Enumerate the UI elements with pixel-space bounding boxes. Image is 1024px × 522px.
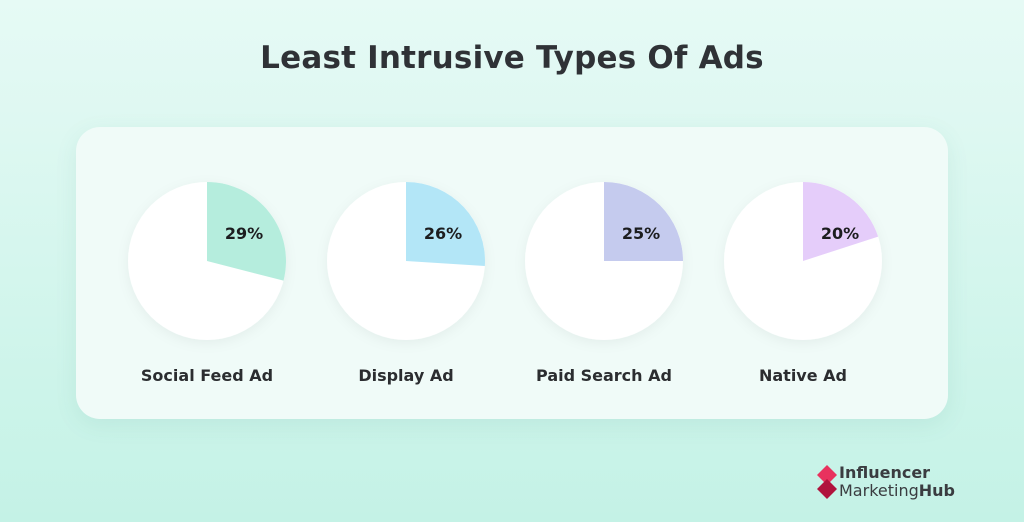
pie-slice-display-ad	[406, 182, 485, 266]
pie-paid-search-ad: 25% Paid Search Ad	[525, 182, 683, 385]
pie-slice-social-feed-ad	[207, 182, 287, 281]
influencer-marketing-hub-logo: Influencer MarketingHub	[817, 463, 987, 503]
logo-text-hub: Hub	[918, 481, 955, 500]
category-label-paid-search-ad: Paid Search Ad	[536, 366, 672, 385]
category-label-native-ad: Native Ad	[759, 366, 847, 385]
chart-title: Least Intrusive Types Of Ads	[260, 40, 764, 76]
category-label-display-ad: Display Ad	[358, 366, 453, 385]
data-label-display-ad: 26%	[424, 224, 462, 243]
data-label-paid-search-ad: 25%	[622, 224, 660, 243]
logo-mark-icon	[817, 465, 837, 499]
logo-text-marketing: Marketing	[839, 481, 919, 500]
pie-social-feed-ad: 29% Social Feed Ad	[128, 182, 287, 385]
logo-text-line1: Influencer	[839, 463, 931, 482]
data-label-native-ad: 20%	[821, 224, 859, 243]
pie-display-ad: 26% Display Ad	[327, 182, 485, 385]
pie-slice-paid-search-ad	[604, 182, 683, 261]
pie-slice-native-ad	[803, 182, 879, 261]
category-label-social-feed-ad: Social Feed Ad	[141, 366, 273, 385]
pie-native-ad: 20% Native Ad	[724, 182, 882, 385]
logo-text-line2: MarketingHub	[839, 481, 955, 500]
data-label-social-feed-ad: 29%	[225, 224, 263, 243]
